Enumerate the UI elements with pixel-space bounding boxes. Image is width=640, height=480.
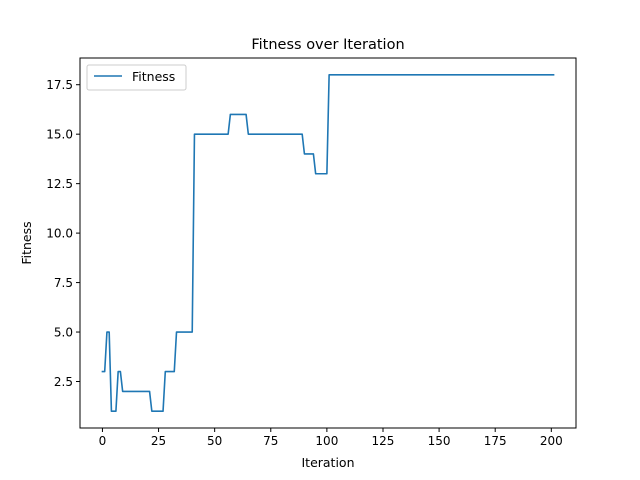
legend: Fitness: [86, 64, 187, 91]
series-line-fitness: [101, 74, 555, 412]
y-tick-label: 2.5: [54, 375, 73, 389]
x-tick-label: 75: [263, 434, 278, 448]
legend-box: [86, 64, 187, 91]
y-axis-label: Fitness: [19, 221, 34, 264]
y-tick-label: 10.0: [46, 227, 73, 241]
x-tick-label: 100: [315, 434, 338, 448]
y-tick-label: 17.5: [46, 78, 73, 92]
axes-frame: [79, 57, 577, 429]
chart-title: Fitness over Iteration: [251, 37, 404, 53]
x-tick-label: 25: [151, 434, 166, 448]
x-tick-label: 50: [207, 434, 222, 448]
x-tick-label: 150: [428, 434, 451, 448]
y-tick-label: 15.0: [46, 128, 73, 142]
x-tick-label: 125: [372, 434, 395, 448]
x-tick-label: 200: [540, 434, 563, 448]
y-tick-label: 7.5: [54, 276, 73, 290]
plot-area: 0 25 50 75 100 125 150 175 200 2.5 5.0 7.5 10.0 12.5 1…: [46, 74, 563, 448]
y-tick-label: 12.5: [46, 177, 73, 191]
x-tick-label: 0: [99, 434, 107, 448]
x-tick-label: 175: [484, 434, 507, 448]
y-tick-label: 5.0: [54, 326, 73, 340]
x-axis-label: Iteration: [301, 455, 354, 470]
legend-label: Fitness: [132, 69, 175, 84]
